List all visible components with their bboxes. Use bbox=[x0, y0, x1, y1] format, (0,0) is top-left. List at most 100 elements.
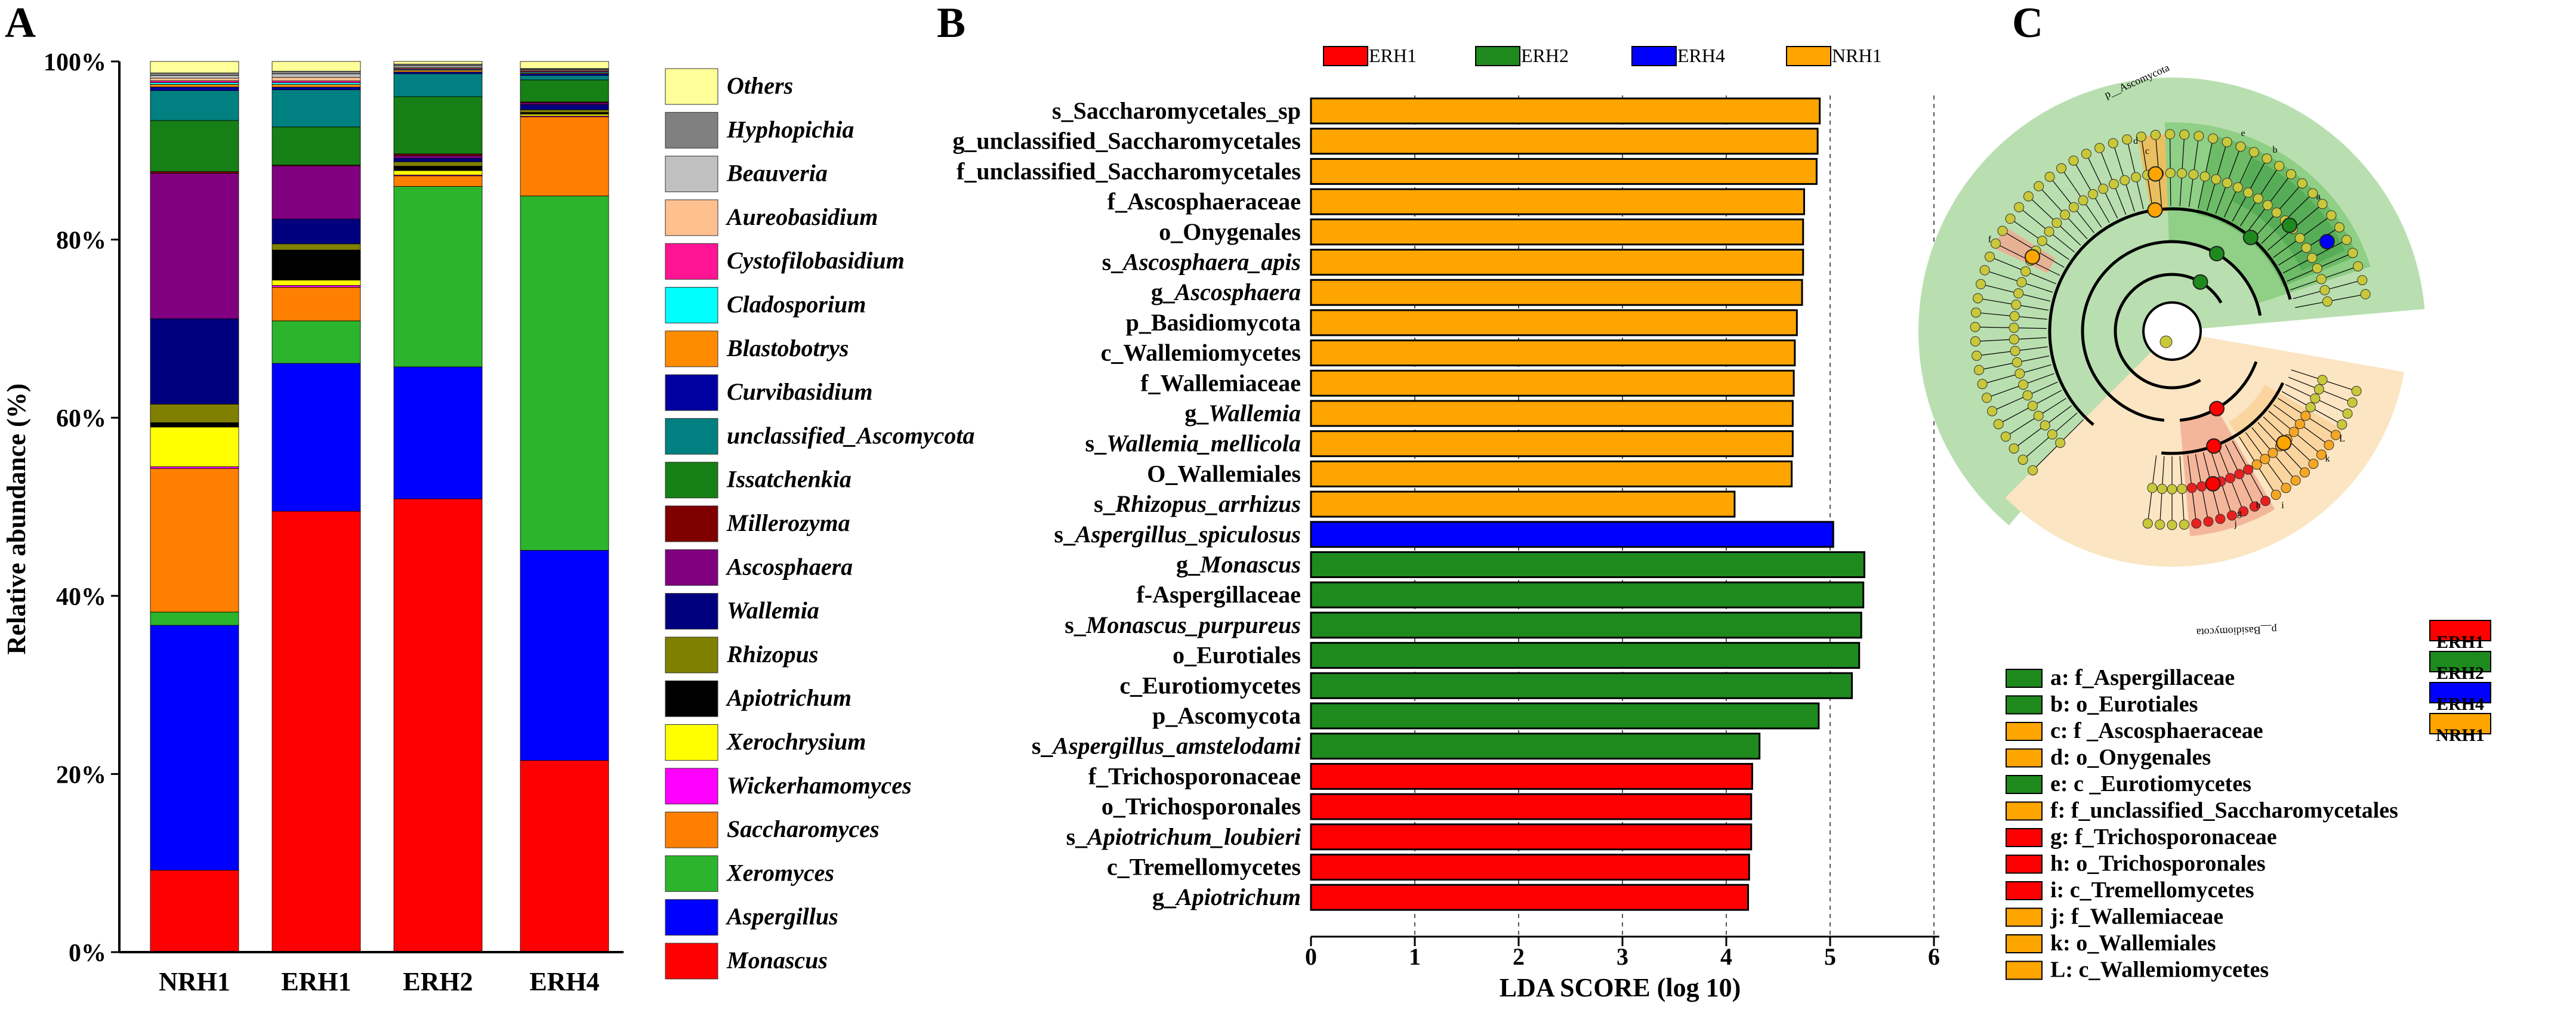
lda-bar bbox=[1310, 157, 1818, 185]
tree-leaf-node bbox=[2297, 178, 2307, 189]
tree-leaf-node bbox=[2226, 510, 2237, 521]
tree-highlight-node bbox=[2147, 202, 2163, 218]
tree-leaf-node bbox=[2248, 147, 2259, 157]
legend-label: ERH2 bbox=[2436, 663, 2484, 683]
legend-swatch bbox=[2429, 651, 2491, 672]
legend-swatch bbox=[1786, 46, 1831, 66]
tree-node bbox=[2319, 285, 2330, 295]
key-swatch bbox=[2006, 828, 2043, 847]
legend-label: Xeromyces bbox=[726, 859, 834, 886]
bar-segment bbox=[150, 82, 239, 85]
legend-swatch bbox=[665, 593, 718, 630]
tree-node bbox=[2009, 334, 2019, 345]
x-tick-label: 3 bbox=[1616, 943, 1628, 970]
legend-swatch bbox=[665, 724, 718, 761]
tree-node bbox=[2307, 252, 2318, 263]
legend-label: Millerozyma bbox=[726, 509, 850, 536]
tree-node bbox=[2018, 379, 2029, 390]
clade-aspergillaceae bbox=[2232, 157, 2346, 271]
lda-bar-chart: ERH1 ERH2 ERH4 NRH1 s_Saccharomycetales_spg… bbox=[952, 45, 1940, 1002]
bar-segment bbox=[272, 280, 361, 286]
legend-swatch bbox=[665, 156, 718, 193]
tree-highlight-node bbox=[2209, 400, 2225, 416]
bar-segment bbox=[393, 65, 483, 68]
tree-node bbox=[2060, 209, 2071, 220]
lda-bar-label: s_Monascus_purpureus bbox=[1065, 611, 1301, 638]
bar-segment bbox=[393, 186, 483, 367]
tree-node bbox=[2310, 393, 2321, 404]
panel-c-letter: C bbox=[2012, 0, 2043, 47]
lda-bar bbox=[1310, 400, 1794, 427]
node-letter: k bbox=[2325, 454, 2330, 464]
tree-node bbox=[2022, 390, 2033, 401]
x-tick-label: ERH4 bbox=[529, 967, 599, 996]
bar-segment bbox=[520, 79, 609, 103]
bar-segment bbox=[272, 87, 361, 90]
legend-label: NRH1 bbox=[2436, 725, 2485, 745]
x-tick-label: 0 bbox=[1305, 943, 1317, 970]
tree-node bbox=[2294, 233, 2305, 243]
tree-leaf-node bbox=[2136, 131, 2146, 142]
y-tick-label: 20% bbox=[56, 761, 106, 789]
key-swatch bbox=[2006, 960, 2043, 980]
bar-segment bbox=[272, 126, 361, 166]
bar-segment bbox=[272, 218, 361, 245]
bar-segment bbox=[393, 170, 483, 175]
y-axis-label: Relative abundance (%) bbox=[2, 384, 31, 655]
lda-bar-label: s_Saccharomycetales_sp bbox=[1052, 97, 1301, 124]
node-letter: j bbox=[2233, 519, 2236, 529]
tree-node bbox=[2188, 169, 2199, 180]
tree-leaf-node bbox=[2341, 234, 2352, 245]
lda-bar bbox=[1310, 309, 1798, 336]
lda-bar bbox=[1310, 642, 1861, 669]
tree-node bbox=[2222, 178, 2232, 189]
legend-label: Saccharomyces bbox=[727, 816, 880, 842]
legend-swatch bbox=[665, 680, 718, 717]
bar-segment bbox=[150, 404, 239, 423]
x-tick-label: 1 bbox=[1409, 943, 1421, 970]
lda-bar-label: s_Aspergillus_amstelodami bbox=[1032, 733, 1301, 759]
tree-node bbox=[2301, 242, 2312, 253]
lda-bar bbox=[1310, 762, 1753, 790]
bar-segment bbox=[393, 175, 483, 187]
cladogram-group-legend: ERH1 ERH2 ERH4 NRH1 bbox=[2429, 620, 2491, 745]
legend-swatch bbox=[665, 418, 718, 455]
lda-bar bbox=[1310, 430, 1794, 458]
legend-swatch bbox=[665, 768, 718, 805]
bar-segment bbox=[150, 84, 239, 88]
key-label: b: o_Eurotiales bbox=[2050, 692, 2198, 717]
key-swatch bbox=[2006, 722, 2043, 741]
bar-segment bbox=[393, 64, 483, 66]
tree-node bbox=[2251, 459, 2262, 470]
legend-swatch bbox=[665, 899, 718, 936]
bar-segment bbox=[272, 70, 361, 75]
lda-bar bbox=[1310, 460, 1793, 487]
lda-bar bbox=[1310, 128, 1819, 155]
bar-segment bbox=[150, 61, 239, 73]
tree-leaf-node bbox=[2360, 289, 2371, 299]
legend-label: ERH1 bbox=[2436, 632, 2484, 652]
key-label: e: c _Eurotiomycetes bbox=[2050, 771, 2251, 796]
bar-segment bbox=[150, 171, 239, 174]
lda-bar-label: c_Eurotiomycetes bbox=[1119, 672, 1301, 699]
tree-leaf-node bbox=[1972, 350, 1982, 361]
clade-saccharomycetales bbox=[1993, 227, 2056, 273]
lda-bar-label: o_Eurotiales bbox=[1173, 642, 1301, 669]
tree-leaf-node bbox=[2347, 248, 2358, 258]
tree-leaf-node bbox=[2108, 138, 2118, 149]
tree-node bbox=[2196, 481, 2207, 492]
tree-highlight-node bbox=[2281, 217, 2297, 233]
bar-segment bbox=[393, 96, 483, 155]
tree-leaf-node bbox=[2317, 199, 2328, 209]
lda-bar-label: g_Wallemia bbox=[1184, 400, 1301, 427]
tree-leaf-node bbox=[1984, 251, 1995, 262]
legend-label: ERH1 bbox=[1369, 45, 1417, 66]
tree-leaf-node bbox=[1974, 365, 1985, 375]
tree-highlight-node bbox=[2276, 435, 2292, 451]
tree-node bbox=[2262, 200, 2273, 211]
bar-segment bbox=[272, 81, 361, 84]
key-swatch bbox=[2006, 775, 2043, 794]
legend-label: NRH1 bbox=[1832, 45, 1882, 66]
legend-label: Wickerhamomyces bbox=[727, 772, 912, 799]
